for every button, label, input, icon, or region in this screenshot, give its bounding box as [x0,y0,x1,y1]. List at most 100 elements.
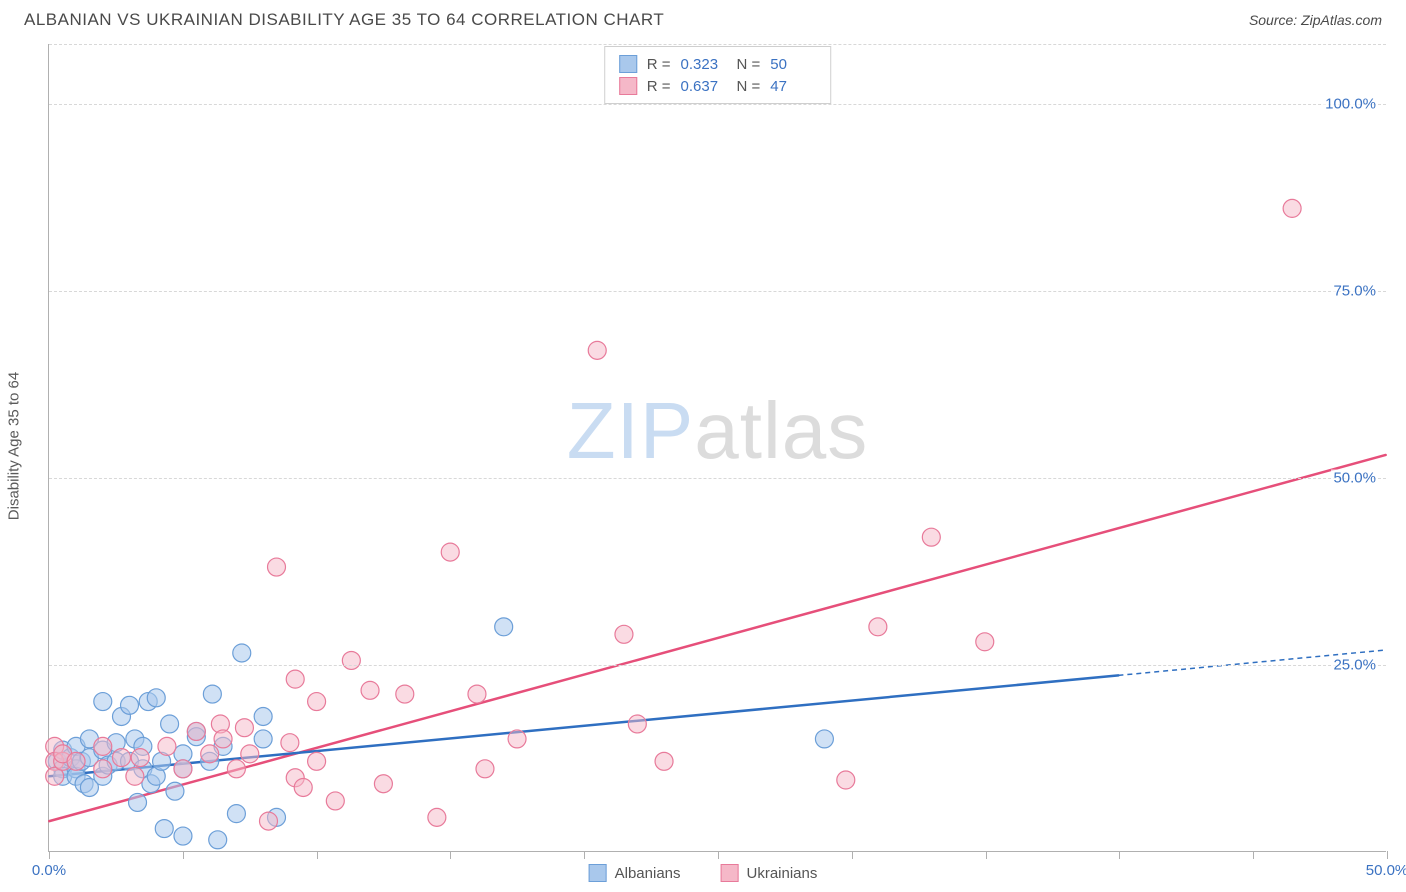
data-point-ukrainians [201,745,219,763]
data-point-ukrainians [374,775,392,793]
x-tick [49,851,50,859]
data-point-ukrainians [286,670,304,688]
data-point-ukrainians [281,734,299,752]
data-point-ukrainians [976,633,994,651]
data-point-ukrainians [241,745,259,763]
data-point-albanians [254,708,272,726]
data-point-ukrainians [1283,199,1301,217]
data-point-ukrainians [94,737,112,755]
data-point-ukrainians [342,651,360,669]
data-point-ukrainians [361,681,379,699]
source-name: ZipAtlas.com [1301,12,1382,28]
data-point-ukrainians [922,528,940,546]
data-point-ukrainians [268,558,286,576]
data-point-ukrainians [294,778,312,796]
legend-series: Albanians Ukrainians [589,864,818,882]
data-point-ukrainians [476,760,494,778]
x-tick-label: 0.0% [32,862,66,879]
data-point-ukrainians [615,625,633,643]
legend-swatch [619,55,637,73]
gridline [49,478,1386,479]
data-point-ukrainians [174,760,192,778]
data-point-ukrainians [326,792,344,810]
legend-swatch [619,77,637,95]
legend-correlation: R =0.323N =50R =0.637N =47 [604,46,832,104]
data-point-ukrainians [428,808,446,826]
x-tick [852,851,853,859]
data-point-ukrainians [214,730,232,748]
data-point-albanians [147,689,165,707]
data-point-ukrainians [67,752,85,770]
chart-title: ALBANIAN VS UKRAINIAN DISABILITY AGE 35 … [24,10,664,30]
data-point-albanians [161,715,179,733]
gridline [49,665,1386,666]
data-point-ukrainians [235,719,253,737]
data-point-ukrainians [396,685,414,703]
legend-series-item: Ukrainians [721,864,818,882]
x-tick [317,851,318,859]
data-point-ukrainians [837,771,855,789]
data-point-ukrainians [588,341,606,359]
legend-r-label: R = [647,78,671,95]
legend-n-value: 50 [770,56,816,73]
trend-line-ukrainians [49,455,1385,821]
x-tick [986,851,987,859]
y-tick-label: 50.0% [1331,469,1378,486]
data-point-ukrainians [468,685,486,703]
data-point-albanians [121,696,139,714]
legend-r-label: R = [647,56,671,73]
data-point-albanians [233,644,251,662]
chart-plot-area: ZIPatlas R =0.323N =50R =0.637N =47 25.0… [48,44,1386,852]
y-axis-label: Disability Age 35 to 64 [6,372,23,520]
x-tick [1387,851,1388,859]
data-point-ukrainians [94,760,112,778]
data-point-albanians [129,793,147,811]
data-point-ukrainians [628,715,646,733]
source-prefix: Source: [1249,12,1301,28]
data-point-albanians [227,805,245,823]
legend-swatch [589,864,607,882]
y-tick-label: 25.0% [1331,656,1378,673]
data-point-ukrainians [508,730,526,748]
chart-source: Source: ZipAtlas.com [1249,12,1382,28]
legend-r-value: 0.637 [681,78,727,95]
data-point-albanians [155,820,173,838]
legend-correlation-row: R =0.637N =47 [619,75,817,97]
data-point-ukrainians [441,543,459,561]
y-tick-label: 100.0% [1323,95,1378,112]
legend-series-label: Albanians [615,865,681,882]
y-tick-label: 75.0% [1331,282,1378,299]
x-tick [450,851,451,859]
legend-n-label: N = [737,56,761,73]
data-point-ukrainians [158,737,176,755]
gridline [49,44,1386,45]
data-point-albanians [495,618,513,636]
data-point-ukrainians [113,749,131,767]
legend-n-value: 47 [770,78,816,95]
data-point-albanians [166,782,184,800]
scatter-svg [49,44,1386,851]
x-tick [1119,851,1120,859]
legend-swatch [721,864,739,882]
legend-r-value: 0.323 [681,56,727,73]
data-point-ukrainians [126,767,144,785]
data-point-ukrainians [259,812,277,830]
gridline [49,291,1386,292]
data-point-ukrainians [187,722,205,740]
x-tick-label: 50.0% [1366,862,1406,879]
data-point-ukrainians [308,752,326,770]
legend-series-label: Ukrainians [747,865,818,882]
data-point-albanians [209,831,227,849]
data-point-ukrainians [308,693,326,711]
x-tick [1253,851,1254,859]
legend-correlation-row: R = 0.323 N = 50 [619,53,817,75]
data-point-albanians [94,693,112,711]
data-point-albanians [174,827,192,845]
data-point-ukrainians [869,618,887,636]
data-point-ukrainians [131,749,149,767]
legend-series-item: Albanians [589,864,681,882]
data-point-ukrainians [227,760,245,778]
x-tick [183,851,184,859]
x-tick [718,851,719,859]
x-tick [584,851,585,859]
